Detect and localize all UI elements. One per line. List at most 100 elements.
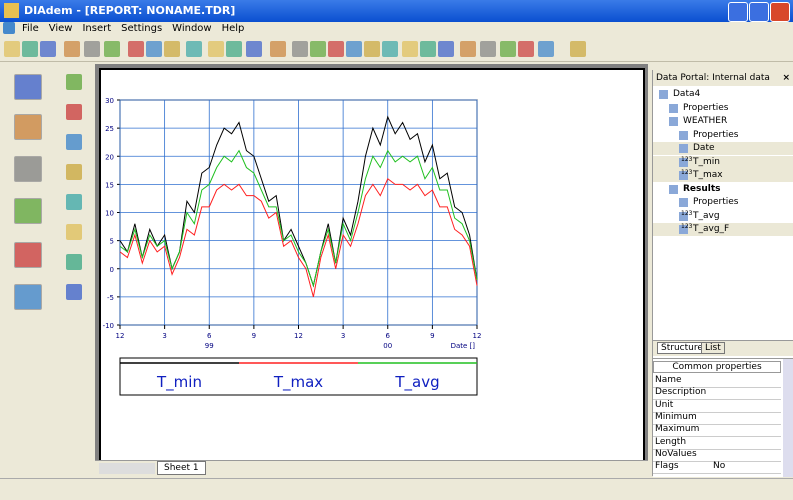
palette-tool[interactable] — [66, 194, 82, 210]
node-icon — [659, 90, 668, 99]
tree-node[interactable]: Properties — [653, 102, 793, 115]
tool-button[interactable] — [480, 41, 496, 57]
palette-button[interactable] — [14, 114, 42, 140]
palette-tool[interactable] — [66, 134, 82, 150]
tree-node[interactable]: 123 T_max — [653, 169, 793, 182]
palette-tool[interactable] — [66, 284, 82, 300]
property-name: Name — [655, 375, 682, 385]
tool-button[interactable] — [4, 41, 20, 57]
tool-button[interactable] — [328, 41, 344, 57]
tool-button[interactable] — [64, 41, 80, 57]
node-icon — [679, 157, 688, 167]
properties-header: Common properties — [653, 361, 781, 373]
property-row: Minimum — [653, 412, 781, 425]
node-label: T_min — [693, 156, 720, 167]
tool-button[interactable] — [310, 41, 326, 57]
menu-item[interactable]: View — [48, 23, 73, 34]
palette-button[interactable] — [14, 242, 42, 268]
property-row: Description — [653, 387, 781, 401]
tool-button[interactable] — [208, 41, 224, 57]
tree-node[interactable]: 123 T_avg — [653, 210, 793, 223]
y-tick-label: 30 — [105, 97, 114, 105]
sheet-tab[interactable]: Sheet 1 — [157, 461, 206, 475]
tool-button[interactable] — [226, 41, 242, 57]
tree-node[interactable]: WEATHER — [653, 115, 793, 128]
tool-button[interactable] — [270, 41, 286, 57]
node-label: Properties — [683, 102, 729, 113]
tool-button[interactable] — [84, 41, 100, 57]
tool-button[interactable] — [500, 41, 516, 57]
node-icon — [669, 117, 678, 126]
palette-button[interactable] — [14, 74, 42, 100]
node-icon-label: 123 — [681, 155, 693, 163]
tool-button[interactable] — [402, 41, 418, 57]
tool-button[interactable] — [146, 41, 162, 57]
tool-button[interactable] — [292, 41, 308, 57]
close[interactable] — [770, 2, 790, 22]
legend-box — [119, 357, 478, 396]
legend-label: T_max — [273, 373, 323, 392]
palette-button[interactable] — [14, 198, 42, 224]
property-row: Maximum — [653, 424, 781, 438]
minimize[interactable] — [728, 2, 748, 22]
tool-button[interactable] — [128, 41, 144, 57]
tree-node[interactable]: Date — [653, 142, 793, 155]
tool-button[interactable] — [40, 41, 56, 57]
node-icon — [679, 144, 688, 153]
tree-node[interactable]: Properties — [653, 196, 793, 209]
data-line — [119, 149, 478, 288]
menu-item[interactable]: Settings — [121, 23, 163, 34]
y-tick-label: 25 — [105, 125, 114, 133]
data-line — [119, 177, 478, 298]
tree-node[interactable]: Data4 — [653, 88, 793, 101]
property-name: Unit — [655, 399, 674, 410]
palette-button[interactable] — [14, 156, 42, 182]
menu-item[interactable]: File — [22, 23, 39, 34]
tool-button[interactable] — [246, 41, 262, 57]
tool-button[interactable] — [104, 41, 120, 57]
node-label: T_max — [693, 170, 723, 180]
tool-button[interactable] — [382, 41, 398, 57]
property-row: Name — [653, 375, 781, 388]
y-tick-label: 0 — [110, 266, 114, 274]
palette-tool[interactable] — [66, 74, 82, 90]
tool-button[interactable] — [420, 41, 436, 57]
tool-button[interactable] — [364, 41, 380, 57]
tool-button[interactable] — [346, 41, 362, 57]
maximize[interactable] — [749, 2, 769, 22]
property-name: Length — [655, 436, 687, 447]
close-x[interactable]: × — [782, 73, 790, 83]
tool-button[interactable] — [538, 41, 554, 57]
doc-icon — [3, 22, 15, 34]
menu-item[interactable]: Window — [172, 23, 212, 34]
tool-button[interactable] — [438, 41, 454, 57]
sheet-nav[interactable] — [99, 463, 155, 474]
palette-button[interactable] — [14, 284, 42, 310]
tool-button[interactable] — [460, 41, 476, 57]
menu-item[interactable]: Insert — [82, 23, 112, 34]
tool-button[interactable] — [186, 41, 202, 57]
app-icon — [4, 3, 19, 18]
palette-tool[interactable] — [66, 164, 82, 180]
tree-node[interactable]: 123 T_avg_F — [653, 223, 793, 236]
data-portal: Data Portal: Internal data × Data4 Propert… — [652, 70, 793, 477]
portal-tab[interactable]: List — [701, 342, 725, 354]
palette-tool[interactable] — [66, 254, 82, 270]
menu-item[interactable]: Help — [221, 23, 245, 34]
tree-node[interactable]: Results — [653, 183, 793, 196]
tool-button[interactable] — [570, 41, 586, 57]
window-title: DIAdem - [REPORT: NONAME.TDR] — [24, 4, 236, 17]
tool-button[interactable] — [518, 41, 534, 57]
tree-node[interactable]: 123 T_min — [653, 155, 793, 169]
palette-tool[interactable] — [66, 224, 82, 240]
sheet-bar: Sheet 1 — [95, 460, 648, 477]
y-tick-label: 10 — [105, 210, 114, 218]
tree-node[interactable]: Properties — [653, 129, 793, 142]
portal-tab[interactable]: Structure — [657, 342, 707, 354]
palette-tool[interactable] — [66, 104, 82, 120]
x-tick-label: 12 — [116, 332, 125, 340]
tool-button[interactable] — [22, 41, 38, 57]
scrollbar[interactable] — [783, 359, 793, 477]
tool-button[interactable] — [164, 41, 180, 57]
